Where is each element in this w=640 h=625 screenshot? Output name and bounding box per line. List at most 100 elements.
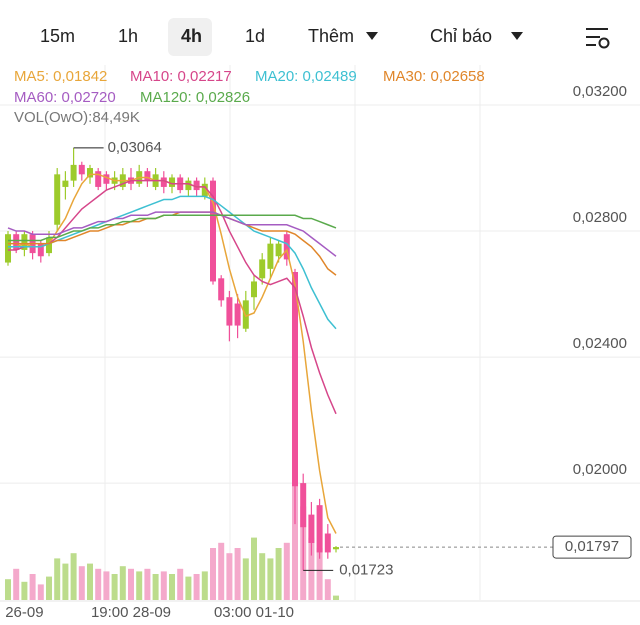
candle-body [5,234,11,263]
volume-bar [21,581,28,600]
candle-body [234,303,241,326]
candle-body [21,234,28,250]
x-tick-label: 26-09 [5,604,43,621]
candle-body [210,180,216,282]
candle-body [308,514,315,543]
interval-tab[interactable]: 15m [40,26,75,46]
toolbar: 15m 1h 4h 1d [40,18,265,56]
volume-bar [152,574,159,600]
volume-bar [333,595,339,600]
candle-body [103,174,110,184]
volume-bar [210,548,216,600]
candle-body [62,180,69,187]
last-price-label: 0,01797 [565,538,619,555]
plot: 0,03200 0,02800 0,02400 0,02000 26-09 19:00 2… [0,68,640,621]
candle-body [324,533,331,553]
volume-bar [144,568,151,600]
volume-bar [160,571,167,600]
volume-bar [78,566,85,600]
settings-icon[interactable] [586,28,610,49]
candle-body [87,168,93,178]
candle-body [13,234,20,250]
active-tab-bg [168,18,212,56]
candle-body [267,243,274,269]
candle-body [275,243,282,257]
dropdown-arrow [511,32,523,40]
volume-bar [275,548,282,600]
candle-body [259,259,266,279]
volume-bar [111,574,118,600]
volume-bar [87,563,93,600]
interval-tab[interactable]: 4h [181,26,202,46]
volume-bar [259,553,266,600]
candle-body [95,171,102,187]
volume-bar [13,568,20,600]
volume-bar [251,537,257,600]
y-tick-label: 0,02800 [573,209,627,226]
legend-entry: MA60: 0,02720 [14,89,116,106]
volume-bar [29,574,36,600]
legend-entry: MA20: 0,02489 [255,68,357,85]
ma-line [8,195,337,330]
ma-line [8,214,337,242]
y-tick-label: 0,02000 [573,461,627,478]
volume-bar [193,574,200,600]
candle-body [169,177,175,187]
legend-entry: MA10: 0,02217 [130,68,232,85]
candle-body [226,297,233,326]
y-tick-label: 0,02400 [573,335,627,352]
candle-body [300,483,307,528]
x-tick-label: 03:00 01-10 [214,604,294,621]
volume-bar [169,574,175,600]
volume-bar [103,571,110,600]
candle-body [70,164,77,181]
volume-bar [37,584,44,600]
candle-body [37,243,44,257]
more-button[interactable]: Thêm [308,26,354,46]
volume-bar [324,579,331,600]
candle-body [333,547,339,550]
legend-entry: MA120: 0,02826 [140,89,250,106]
volume-bar [292,470,298,600]
x-tick-label: 19:00 28-09 [91,604,171,621]
candle-body [78,164,85,175]
candle-body [46,237,52,254]
ma-line [8,179,337,415]
volume-bar [46,576,52,600]
volume-legend: VOL(OwO):84,49K [14,109,140,126]
volume-bar [95,568,102,600]
ma-line [7,211,337,257]
candle-body [218,278,225,301]
candle-body [144,171,151,181]
indicators-button[interactable]: Chỉ báo [430,26,492,46]
interval-tab[interactable]: 1h [118,26,138,46]
volume-bar [185,576,192,600]
candle-body [283,234,290,260]
candle-body [160,177,167,187]
interval-tab[interactable]: 1d [245,26,265,46]
candle-body [251,281,257,298]
volume-bar [308,537,315,600]
volume-bar [70,553,77,600]
volume-bar [54,558,61,600]
volume-bar [5,579,11,600]
volume-bar [201,571,208,600]
volume-bar [234,548,241,600]
vertical-grid [104,65,481,600]
volume-bar [267,558,274,600]
volume-bar [177,568,184,600]
legend-entry: MA5: 0,01842 [14,68,107,85]
volume-bar [128,568,134,600]
y-tick-label: 0,03200 [573,83,627,100]
volume-bar [62,563,69,600]
dropdown-arrow [366,32,378,40]
candle-body [193,180,200,191]
volume-bar [218,542,225,600]
high-label: 0,03064 [108,139,162,156]
candle-body [316,505,323,553]
candle-body [185,180,192,191]
volume-bar [136,571,143,600]
volume-bar [119,566,126,600]
